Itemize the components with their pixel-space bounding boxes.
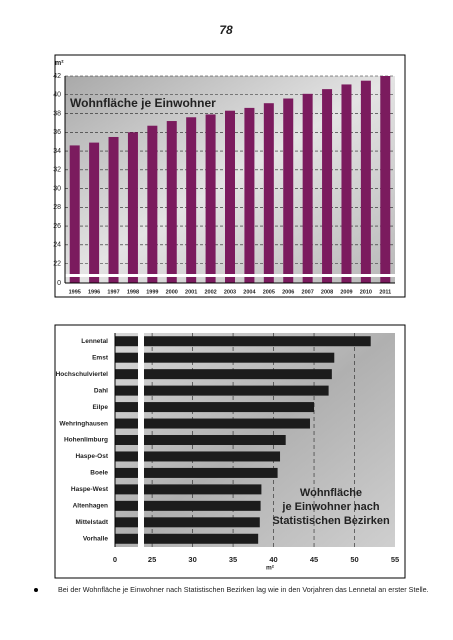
bar — [115, 336, 371, 347]
bar — [244, 107, 255, 284]
x-tick-label: 2009 — [340, 289, 352, 295]
y-tick-label: Emst — [92, 354, 109, 361]
chart-title: Wohnfläche — [300, 487, 362, 499]
bar — [147, 125, 158, 283]
bar — [89, 142, 100, 283]
bar — [205, 114, 216, 283]
x-tick-label: 2008 — [321, 289, 333, 295]
y-tick-label: 42 — [53, 73, 61, 80]
x-tick-label: 25 — [148, 555, 156, 564]
axis-break — [138, 333, 144, 547]
y-tick-label: 0 — [57, 280, 61, 287]
bullet-text: Bei der Wohnfläche je Einwohner nach Sta… — [58, 585, 429, 594]
y-unit: m² — [55, 60, 64, 67]
bar — [380, 76, 391, 283]
bar — [115, 418, 310, 429]
y-tick-label: Vorhalle — [83, 535, 109, 542]
y-tick-label: 30 — [53, 185, 61, 192]
chart-title: je Einwohner nach — [281, 501, 379, 513]
x-tick-label: 0 — [113, 555, 117, 564]
bar — [69, 145, 80, 283]
y-tick-label: 22 — [53, 260, 61, 267]
chart-title: Statistischen Bezirken — [272, 515, 390, 527]
bar — [108, 136, 119, 283]
bar — [302, 93, 313, 283]
x-tick-label: 1999 — [146, 289, 158, 295]
bar — [127, 132, 138, 283]
x-tick-label: 1998 — [127, 289, 139, 295]
y-tick-label: Haspe-Ost — [75, 453, 108, 460]
y-tick-label: 32 — [53, 167, 61, 174]
x-tick-label: 35 — [229, 555, 237, 564]
y-tick-label: Boele — [90, 470, 108, 477]
x-tick-label: 2007 — [302, 289, 314, 295]
y-tick-label: Eilpe — [92, 404, 108, 411]
y-tick-label: Mittelstadt — [76, 519, 109, 526]
x-tick-label: 40 — [269, 555, 277, 564]
y-tick-label: 24 — [53, 242, 61, 249]
bar — [115, 517, 260, 528]
x-tick-label: 2005 — [263, 289, 275, 295]
x-tick-label: 50 — [350, 555, 358, 564]
bar — [283, 98, 294, 283]
x-tick-label: 2011 — [379, 289, 391, 295]
bar — [186, 117, 197, 284]
page-number: 78 — [219, 23, 233, 37]
bar — [115, 435, 286, 445]
bar — [115, 352, 335, 363]
bar — [115, 484, 262, 495]
y-tick-label: Dahl — [94, 387, 108, 394]
bar — [322, 89, 333, 283]
bar — [115, 369, 332, 380]
bar — [115, 451, 281, 462]
x-tick-label: 1997 — [107, 289, 119, 295]
x-tick-label: 30 — [188, 555, 196, 564]
bar — [360, 80, 371, 283]
x-tick-label: 2002 — [204, 289, 216, 295]
y-tick-label: 38 — [53, 110, 61, 117]
y-tick-label: Hochschulviertel — [56, 371, 109, 378]
x-tick-label: 55 — [391, 555, 399, 564]
y-tick-label: 28 — [53, 204, 61, 211]
y-tick-label: Wehringhausen — [59, 420, 108, 427]
bar — [263, 103, 274, 283]
bar — [115, 467, 278, 478]
bar — [225, 110, 235, 283]
bullet-dot — [34, 588, 38, 592]
x-tick-label: 2000 — [166, 289, 178, 295]
chart-title: Wohnfläche je Einwohner — [70, 96, 216, 110]
bar — [115, 385, 329, 396]
x-tick-label: 45 — [310, 555, 318, 564]
x-tick-label: 2006 — [282, 289, 294, 295]
y-tick-label: 26 — [53, 223, 61, 230]
x-tick-label: 1996 — [88, 289, 100, 295]
y-tick-label: Lennetal — [81, 338, 108, 345]
y-tick-label: Altenhagen — [73, 503, 108, 510]
bar — [166, 121, 177, 284]
x-tick-label: 2010 — [360, 289, 372, 295]
axis-break — [65, 274, 395, 277]
x-tick-label: 2003 — [224, 289, 236, 295]
bar — [115, 500, 261, 511]
x-tick-label: 2004 — [243, 289, 256, 295]
y-tick-label: 34 — [53, 148, 61, 155]
x-tick-label: 2001 — [185, 289, 197, 295]
bar — [115, 402, 315, 413]
y-tick-label: 36 — [53, 129, 61, 136]
x-tick-label: 1995 — [69, 289, 81, 295]
y-tick-label: 40 — [53, 92, 61, 99]
x-unit: m² — [266, 565, 275, 572]
bar — [115, 533, 259, 544]
bar — [341, 84, 352, 283]
y-tick-label: Haspe-West — [71, 486, 109, 493]
y-tick-label: Hohenlimburg — [64, 437, 108, 444]
